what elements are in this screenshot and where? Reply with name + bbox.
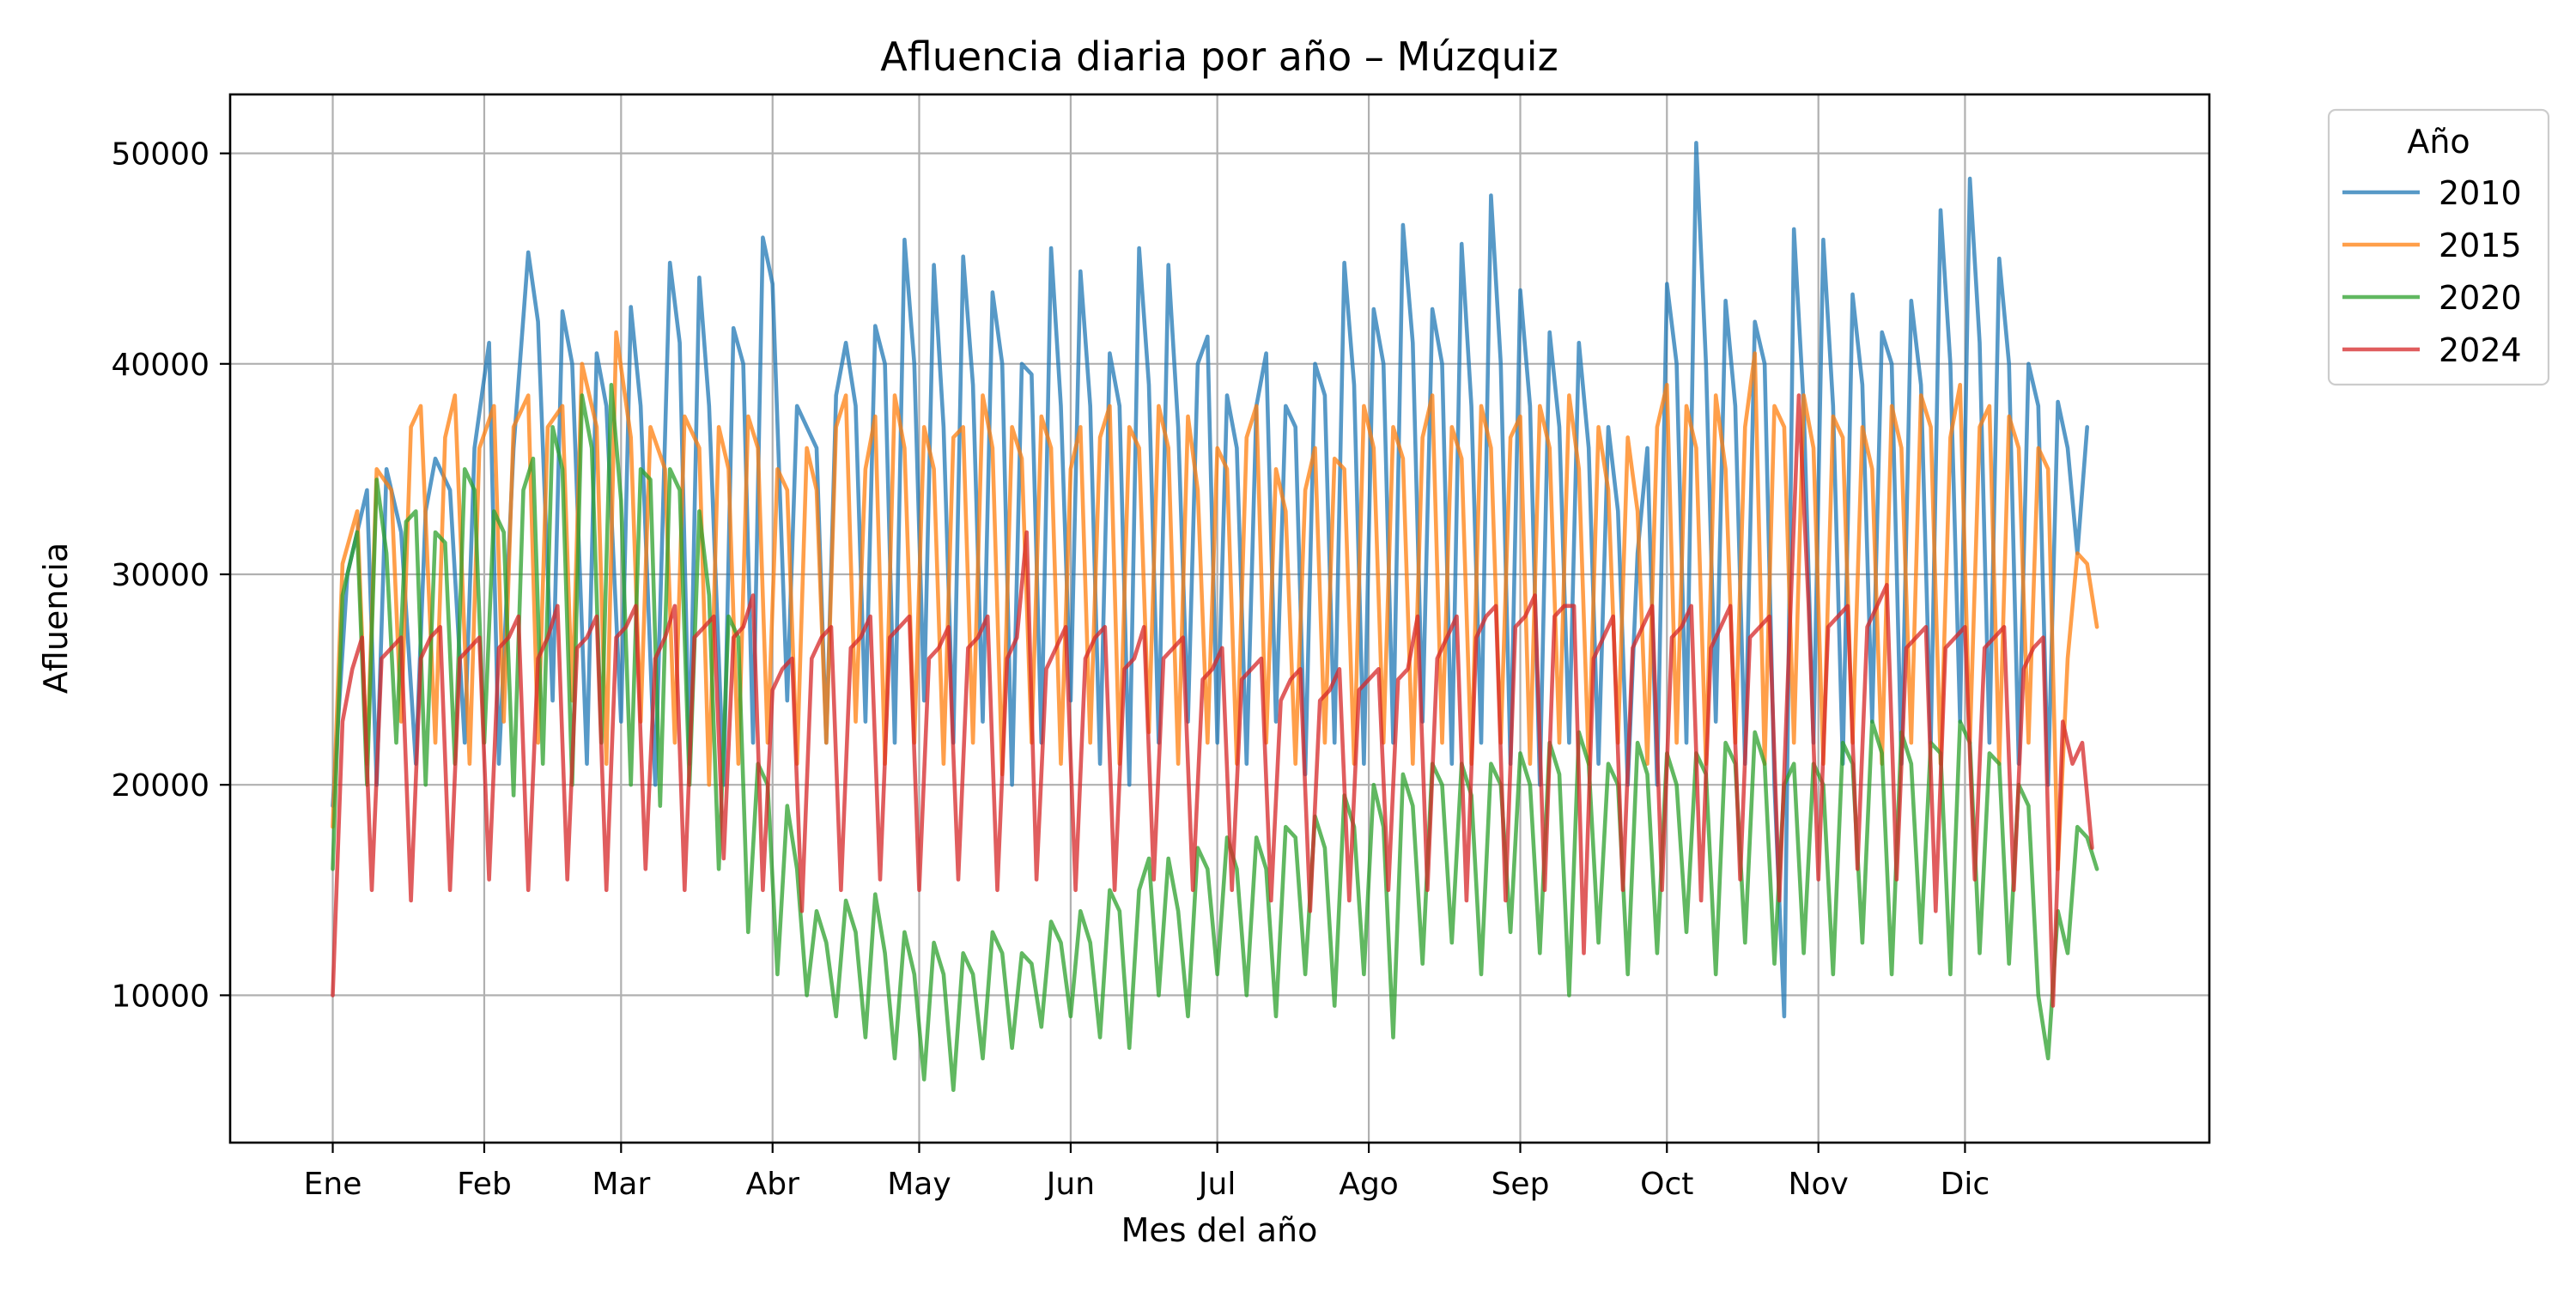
x-tick-label: Ago [1339,1167,1399,1202]
series-line-2024 [331,393,2094,1008]
y-tick-label: 20000 [111,768,210,804]
x-axis-title: Mes del año [1121,1211,1318,1249]
legend-label-2020: 2020 [2439,279,2522,317]
x-tick-label: Feb [457,1167,512,1202]
chart-title: Afluencia diaria por año – Múzquiz [880,33,1558,80]
x-tick-label: Nov [1789,1167,1849,1202]
legend-items: 2010 2015 2020 2024 [2342,174,2522,369]
legend: Año 2010 2015 2020 2024 [2327,108,2550,386]
x-tick-label: Jun [1045,1167,1095,1202]
x-tick-label: Oct [1640,1167,1693,1202]
series-lines [331,141,2099,1092]
legend-label-2015: 2015 [2439,227,2522,264]
series-line-2020 [331,383,2099,1092]
x-tick-label: Ene [304,1167,362,1202]
legend-label-2024: 2024 [2439,331,2522,369]
legend-title: Año [2407,123,2470,161]
y-tick-label: 30000 [111,558,210,593]
legend-box [2327,108,2550,386]
x-tick-label: Dic [1941,1167,1990,1202]
axis-ticks: Ene Feb Mar Abr May Jun Jul Ago Sep Oct Nov Dic 1000… [111,137,1990,1202]
x-tick-label: Mar [592,1167,650,1202]
legend-label-2010: 2010 [2439,174,2522,212]
x-tick-label: Jul [1197,1167,1236,1202]
x-tick-label: Sep [1492,1167,1550,1202]
y-tick-label: 40000 [111,348,210,383]
plot-frame [228,93,2211,1144]
y-axis-title: Afluencia [37,543,75,694]
y-tick-label: 10000 [111,979,210,1014]
x-tick-label: Abr [746,1167,799,1202]
y-tick-label: 50000 [111,137,210,173]
x-tick-label: May [887,1167,951,1202]
